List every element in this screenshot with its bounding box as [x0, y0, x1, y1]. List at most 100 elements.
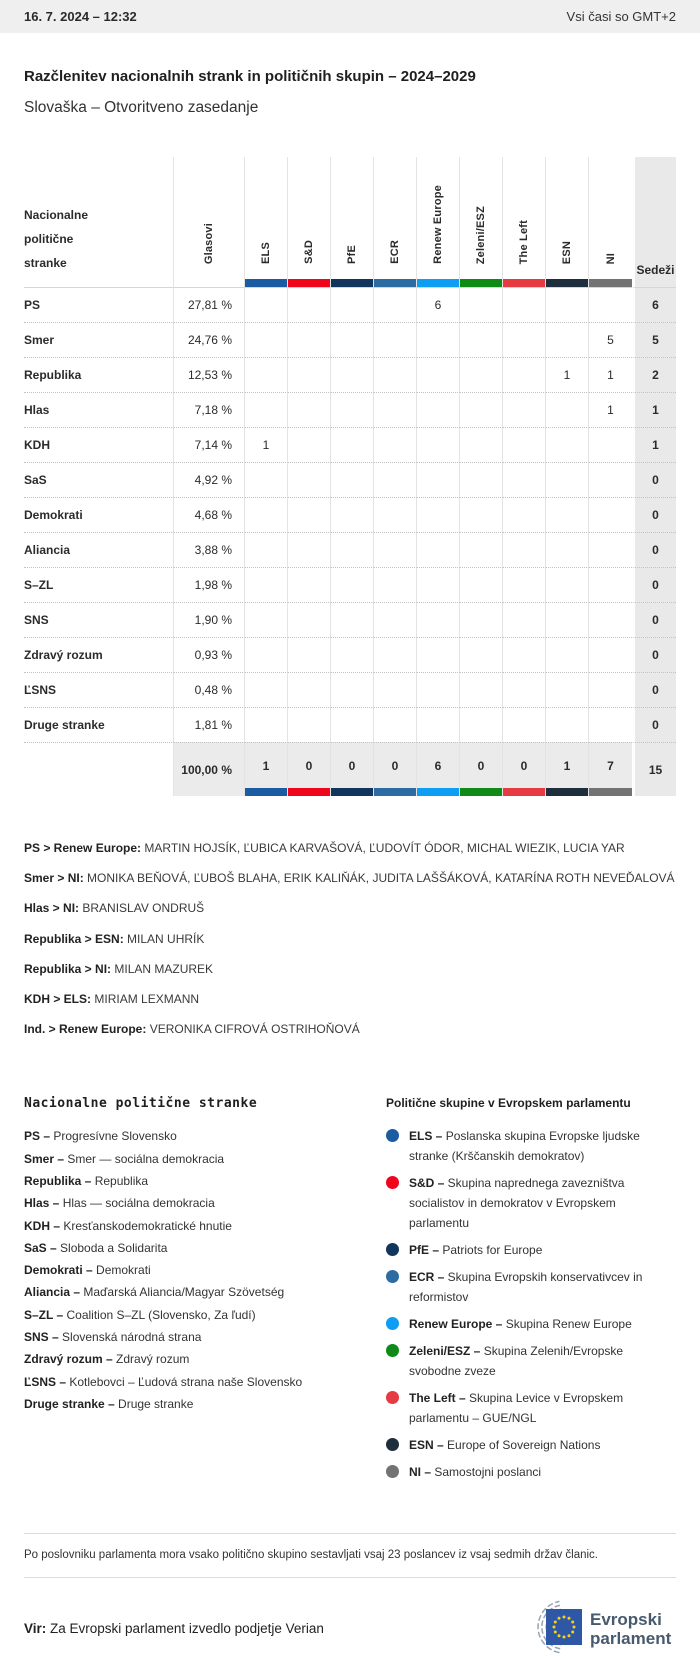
delegation-line: Republika > ESN: MILAN UHRÍK	[24, 932, 676, 946]
cell-total-seats: 0	[632, 497, 676, 532]
party-legend-item: Hlas – Hlas — sociálna demokracia	[24, 1196, 215, 1211]
cell-total-seats: 1	[632, 392, 676, 427]
group-color-bar	[417, 788, 459, 796]
cell-votes: 4,92 %	[174, 462, 245, 497]
cell-group-seats	[460, 427, 503, 462]
group-legend-abbr: ECR –	[409, 1270, 445, 1285]
table-row: S–ZL 1,98 % 0	[24, 567, 676, 602]
cell-group-seats	[546, 287, 589, 322]
cell-group-seats	[503, 427, 546, 462]
cell-party: SNS	[24, 602, 174, 637]
group-color-dot	[386, 1270, 399, 1284]
cell-group-seats	[288, 637, 331, 672]
cell-group-seats	[503, 357, 546, 392]
cell-group-seats	[245, 322, 288, 357]
cell-group-seats	[417, 462, 460, 497]
delegation-names: BRANISLAV ONDRUŠ	[82, 901, 205, 916]
cell-group-seats	[245, 637, 288, 672]
group-color-dot	[386, 1344, 399, 1358]
group-legend-abbr: The Left –	[409, 1391, 466, 1406]
table-row: Druge stranke 1,81 % 0	[24, 707, 676, 742]
group-color-bar	[331, 279, 374, 287]
total-cell-group: 0	[331, 742, 374, 796]
total-cell-group: 1	[245, 742, 288, 796]
cell-group-seats	[460, 532, 503, 567]
cell-total-seats: 0	[632, 637, 676, 672]
cell-group-seats	[546, 567, 589, 602]
cell-group-seats	[245, 497, 288, 532]
total-cell-votes: 100,00 %	[174, 742, 245, 796]
group-color-bar	[546, 788, 588, 796]
cell-group-seats	[245, 532, 288, 567]
logo-text-line2: parlament	[590, 1629, 672, 1648]
cell-group-seats	[288, 392, 331, 427]
header-row: Nacionalne politične stranke Glasovi ELS S&…	[24, 157, 676, 287]
party-legend-abbr: Aliancia –	[24, 1285, 81, 1300]
delegation-line: Ind. > Renew Europe: VERONIKA CIFROVÁ OS…	[24, 1023, 676, 1036]
cell-total-seats: 0	[632, 567, 676, 602]
cell-group-seats: 1	[589, 357, 632, 392]
total-cell-group: 0	[460, 742, 503, 796]
cell-group-seats	[503, 392, 546, 427]
party-legend-abbr: Zdravý rozum –	[24, 1352, 113, 1367]
group-color-bar	[460, 279, 503, 287]
cell-party: Zdravý rozum	[24, 637, 174, 672]
divider	[24, 1533, 676, 1535]
table-body: PS 27,81 % 6 6 Smer 24,76 % 5 5 Republika 12,53 %…	[24, 287, 676, 796]
column-header-group: S&D	[288, 157, 331, 279]
cell-party: KDH	[24, 427, 174, 462]
delegation-line: KDH > ELS: MIRIAM LEXMANN	[24, 992, 676, 1006]
delegation-label: Smer > NI:	[24, 871, 84, 886]
group-legend-abbr: Renew Europe –	[409, 1317, 503, 1332]
topbar: 16. 7. 2024 – 12:32 Vsi časi so GMT+2	[0, 0, 700, 33]
party-legend-item: S–ZL – Coalition S–ZL (Slovensko, Za ľud…	[24, 1307, 256, 1322]
cell-group-seats	[374, 392, 417, 427]
total-group-value: 1	[262, 758, 270, 773]
cell-group-seats	[589, 497, 632, 532]
party-legend-item: Demokrati – Demokrati	[24, 1263, 151, 1278]
cell-group-seats	[245, 567, 288, 602]
divider	[24, 1577, 676, 1579]
group-color-bar-row	[24, 279, 676, 287]
cell-group-seats	[331, 497, 374, 532]
column-header-parties-label: Nacionalne politične stranke	[24, 208, 89, 270]
cell-group-seats	[288, 357, 331, 392]
cell-group-seats	[374, 637, 417, 672]
page-content: Razčlenitev nacionalnih strank in politi…	[0, 68, 700, 1656]
cell-votes: 12,53 %	[174, 357, 245, 392]
cell-group-seats	[374, 602, 417, 637]
total-cell-group: 7	[589, 742, 632, 796]
table-row: SNS 1,90 % 0	[24, 602, 676, 637]
column-header-seats: Sedeži	[632, 157, 676, 287]
cell-group-seats	[417, 602, 460, 637]
delegation-label: PS > Renew Europe:	[24, 841, 142, 855]
table-row: Smer 24,76 % 5 5	[24, 322, 676, 357]
cell-group-seats	[374, 322, 417, 357]
group-color-bar	[589, 788, 632, 796]
cell-group-seats	[417, 392, 460, 427]
cell-votes: 24,76 %	[174, 322, 245, 357]
cell-total-seats: 0	[632, 672, 676, 707]
political-groups-legend: Politične skupine v Evropskem parlamentu…	[386, 1096, 676, 1489]
cell-group-seats	[331, 567, 374, 602]
party-legend-abbr: ĽSNS –	[24, 1374, 67, 1389]
total-row: 100,00 % 1 0 0 0 6 0 0 1 7 15	[24, 742, 676, 796]
cell-group-seats	[589, 287, 632, 322]
political-groups-legend-items: ELS – Poslanska skupina Evropske ljudske…	[386, 1126, 676, 1482]
cell-party: Druge stranke	[24, 707, 174, 742]
cell-total-seats: 6	[632, 287, 676, 322]
cell-group-seats	[503, 462, 546, 497]
cell-group-seats	[417, 707, 460, 742]
delegation-label: Ind. > Renew Europe:	[24, 1022, 147, 1037]
source-note: Vir: Za Evropski parlament izvedlo podje…	[24, 1621, 324, 1636]
page-subtitle: Slovaška – Otvoritveno zasedanje	[24, 99, 259, 116]
column-header-votes: Glasovi	[174, 157, 245, 279]
cell-group-seats	[589, 672, 632, 707]
party-legend-abbr: SaS –	[24, 1240, 57, 1255]
cell-group-seats	[417, 427, 460, 462]
cell-group-seats	[288, 427, 331, 462]
group-color-dot	[386, 1129, 399, 1143]
group-color-bar	[374, 279, 417, 287]
group-color-dot	[386, 1391, 399, 1405]
cell-group-seats: 6	[417, 287, 460, 322]
